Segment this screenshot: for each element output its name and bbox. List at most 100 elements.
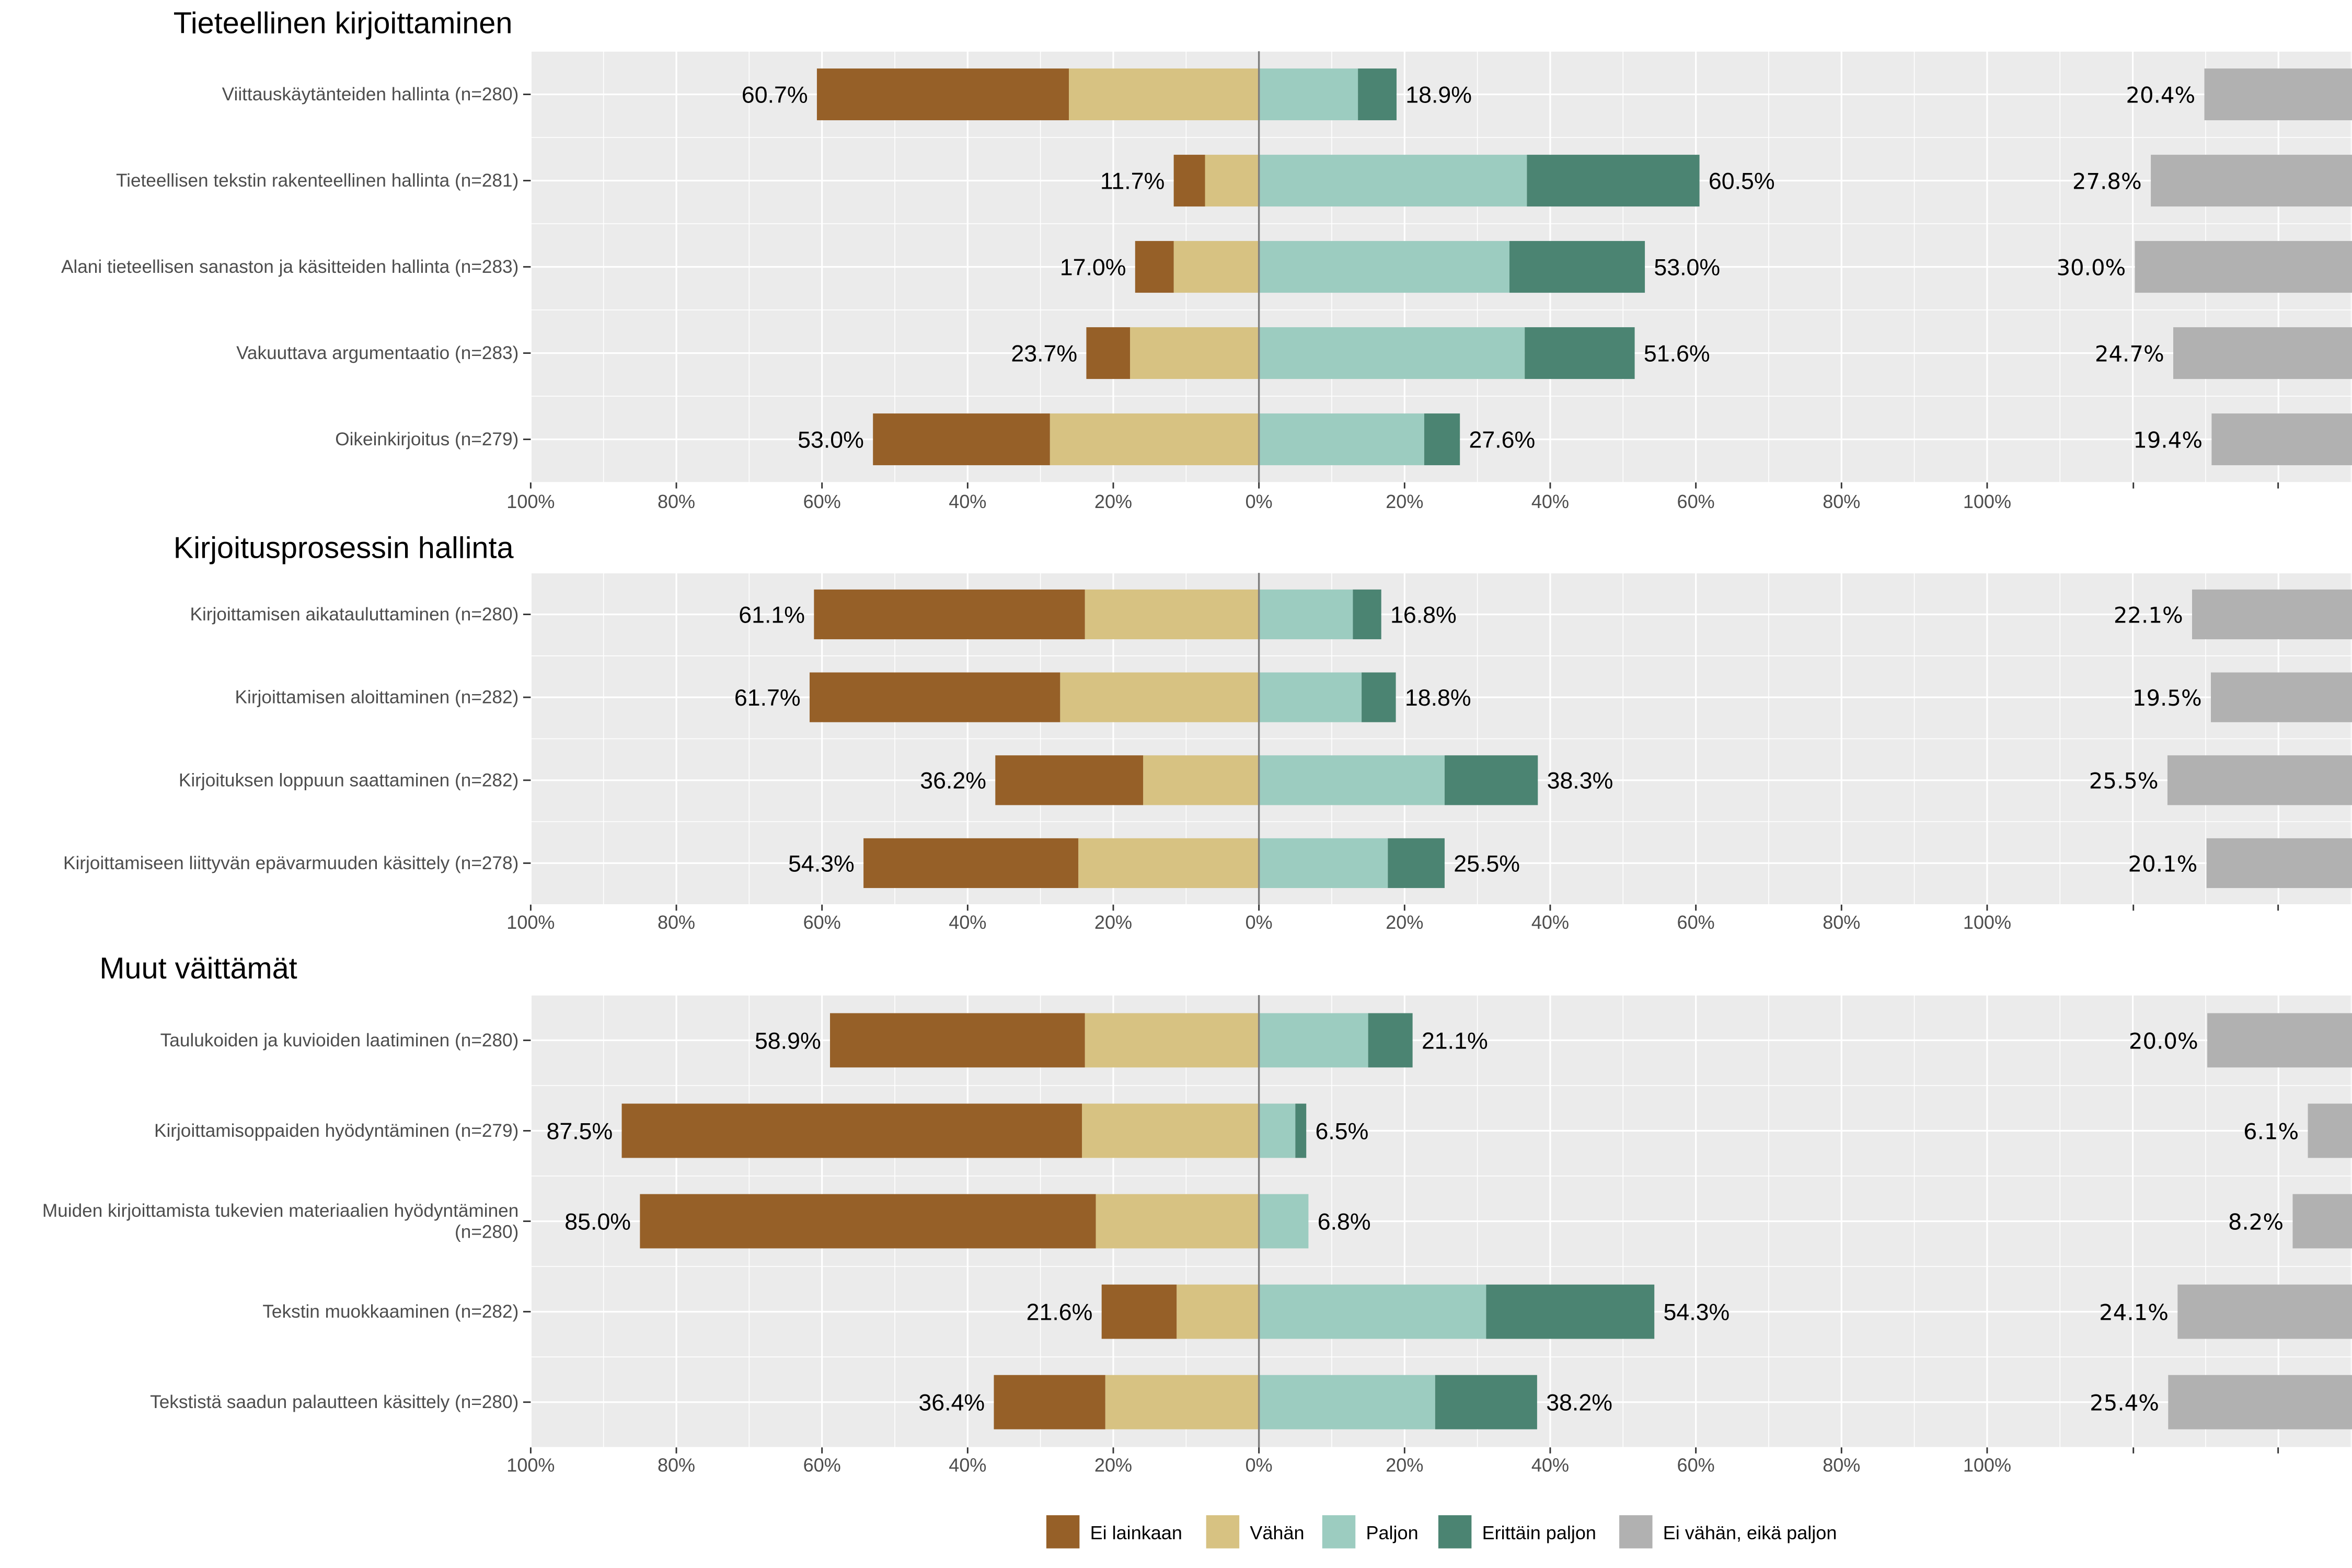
bar-segment-ei-lainkaan bbox=[863, 838, 1079, 889]
bar-row: Kirjoittamisen aloittaminen (n=282) 61.7%… bbox=[235, 672, 2352, 722]
bar-segment-ei-lainkaan bbox=[814, 589, 1085, 640]
x-tick-label: 40% bbox=[1531, 1454, 1569, 1475]
x-tick-label: 40% bbox=[949, 491, 986, 512]
bar-segment-ei-lainkaan bbox=[1173, 155, 1205, 207]
bar-row: Kirjoittamiseen liittyvän epävarmuuden k… bbox=[63, 838, 2352, 889]
bar-segment-erittain-paljon bbox=[1358, 68, 1397, 121]
bar-segment-neutral bbox=[2168, 1375, 2352, 1429]
legend: Ei lainkaan Vähän Paljon Erittäin paljon Ei … bbox=[1046, 1515, 1837, 1549]
neutral-label: 22.1% bbox=[2114, 602, 2183, 628]
bar-segment-paljon bbox=[1259, 1194, 1309, 1249]
neutral-label: 24.1% bbox=[2099, 1299, 2169, 1325]
neutral-label: 20.1% bbox=[2128, 851, 2198, 877]
legend-label: Ei vähän, eikä paljon bbox=[1663, 1522, 1837, 1543]
bar-segment-vahan bbox=[1050, 413, 1259, 466]
y-axis-label: Kirjoittamiseen liittyvän epävarmuuden k… bbox=[63, 853, 518, 873]
panel-2: Kirjoitusprosessin hallinta Kirjoittamise… bbox=[63, 531, 2352, 933]
bar-segment-neutral bbox=[2292, 1194, 2352, 1249]
bar-segment-ei-lainkaan bbox=[1101, 1284, 1177, 1339]
bar-segment-vahan bbox=[1069, 68, 1259, 121]
bar-segment-vahan bbox=[1173, 241, 1259, 293]
x-tick-label: 60% bbox=[1677, 912, 1715, 933]
positive-total-label: 25.5% bbox=[1454, 851, 1520, 877]
bar-segment-erittain-paljon bbox=[1295, 1103, 1307, 1158]
positive-total-label: 6.8% bbox=[1318, 1209, 1371, 1235]
bar-segment-ei-lainkaan bbox=[830, 1013, 1085, 1068]
negative-total-label: 61.7% bbox=[734, 685, 801, 711]
y-axis-label: Muiden kirjoittamista tukevien materiaal… bbox=[42, 1201, 518, 1221]
bar-segment-erittain-paljon bbox=[1368, 1013, 1413, 1068]
x-tick-label: 20% bbox=[1094, 491, 1132, 512]
negative-total-label: 85.0% bbox=[564, 1209, 631, 1235]
neutral-label: 8.2% bbox=[2228, 1209, 2284, 1235]
x-tick-label: 60% bbox=[803, 491, 841, 512]
bar-row: Viittauskäytänteiden hallinta (n=280) 60.… bbox=[222, 68, 2352, 121]
bar-segment-paljon bbox=[1259, 755, 1445, 805]
negative-total-label: 58.9% bbox=[755, 1028, 821, 1054]
x-tick-label: 20% bbox=[1386, 491, 1423, 512]
bar-segment-ei-lainkaan bbox=[1086, 327, 1131, 379]
bar-row: Kirjoituksen loppuun saattaminen (n=282)… bbox=[179, 755, 2352, 805]
bar-segment-erittain-paljon bbox=[1353, 589, 1381, 640]
bar-segment-paljon bbox=[1259, 838, 1388, 889]
positive-total-label: 51.6% bbox=[1644, 341, 1710, 366]
bar-segment-erittain-paljon bbox=[1435, 1375, 1537, 1429]
neutral-label: 19.4% bbox=[2133, 427, 2203, 453]
positive-total-label: 54.3% bbox=[1664, 1299, 1730, 1325]
x-tick-label: 80% bbox=[1823, 491, 1860, 512]
y-axis-label: Viittauskäytänteiden hallinta (n=280) bbox=[222, 84, 519, 105]
y-axis-label: Kirjoittamisen aikatauluttaminen (n=280) bbox=[190, 604, 518, 625]
legend-label: Ei lainkaan bbox=[1090, 1522, 1182, 1543]
negative-total-label: 21.6% bbox=[1027, 1299, 1093, 1325]
neutral-label: 20.4% bbox=[2126, 82, 2195, 108]
bar-segment-paljon bbox=[1259, 241, 1509, 293]
negative-total-label: 60.7% bbox=[742, 82, 808, 108]
y-axis-label: Kirjoituksen loppuun saattaminen (n=282) bbox=[179, 770, 518, 790]
positive-total-label: 18.8% bbox=[1405, 685, 1471, 711]
x-tick-label: 40% bbox=[949, 912, 986, 933]
bar-row: Tekstin muokkaaminen (n=282) 21.6% 54.3% 24… bbox=[262, 1284, 2352, 1339]
x-tick-label: 80% bbox=[658, 1454, 695, 1475]
y-axis-label: Kirjoittamisen aloittaminen (n=282) bbox=[235, 687, 519, 708]
x-tick-label: 0% bbox=[1246, 491, 1273, 512]
bar-segment-ei-lainkaan bbox=[621, 1103, 1082, 1158]
bar-segment-erittain-paljon bbox=[1509, 241, 1645, 293]
legend-item: Paljon bbox=[1322, 1515, 1419, 1549]
bar-row: Vakuuttava argumentaatio (n=283) 23.7% 51.… bbox=[236, 327, 2352, 379]
x-tick-label: 100% bbox=[506, 1454, 555, 1475]
x-tick-label: 100% bbox=[1963, 491, 2011, 512]
positive-total-label: 21.1% bbox=[1422, 1028, 1488, 1054]
bar-segment-neutral bbox=[2167, 755, 2352, 805]
y-axis-label: Tekstin muokkaaminen (n=282) bbox=[262, 1301, 518, 1322]
bar-segment-paljon bbox=[1259, 1103, 1296, 1158]
bar-segment-ei-lainkaan bbox=[810, 672, 1060, 722]
x-tick-label: 80% bbox=[658, 912, 695, 933]
legend-swatch bbox=[1046, 1515, 1080, 1549]
bar-segment-erittain-paljon bbox=[1388, 838, 1445, 889]
legend-label: Erittäin paljon bbox=[1482, 1522, 1596, 1543]
bar-segment-erittain-paljon bbox=[1486, 1284, 1655, 1339]
legend-swatch bbox=[1619, 1515, 1653, 1549]
x-tick-label: 100% bbox=[506, 491, 555, 512]
bar-segment-erittain-paljon bbox=[1525, 327, 1635, 379]
panel-title: Tieteellinen kirjoittaminen bbox=[174, 6, 513, 40]
panel-title: Kirjoitusprosessin hallinta bbox=[174, 531, 514, 564]
bar-segment-paljon bbox=[1259, 589, 1353, 640]
negative-total-label: 53.0% bbox=[798, 427, 864, 453]
positive-total-label: 18.9% bbox=[1405, 82, 1472, 108]
bar-row: Kirjoittamisoppaiden hyödyntäminen (n=27… bbox=[154, 1103, 2352, 1158]
neutral-label: 24.7% bbox=[2095, 341, 2164, 366]
x-tick-label: 40% bbox=[1531, 912, 1569, 933]
bar-segment-neutral bbox=[2207, 1013, 2352, 1068]
bar-row: Tieteellisen tekstin rakenteellinen hall… bbox=[116, 155, 2352, 207]
bar-segment-ei-lainkaan bbox=[640, 1194, 1096, 1249]
positive-total-label: 38.2% bbox=[1546, 1390, 1612, 1416]
negative-total-label: 11.7% bbox=[1100, 168, 1165, 194]
bar-segment-neutral bbox=[2151, 155, 2352, 207]
negative-total-label: 23.7% bbox=[1011, 341, 1077, 366]
x-tick-label: 60% bbox=[803, 1454, 841, 1475]
bar-segment-vahan bbox=[1060, 672, 1259, 722]
bar-segment-paljon bbox=[1259, 413, 1424, 466]
bar-segment-ei-lainkaan bbox=[873, 413, 1050, 466]
x-tick-label: 40% bbox=[949, 1454, 986, 1475]
